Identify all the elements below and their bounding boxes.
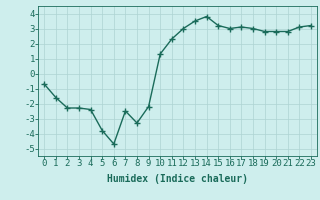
X-axis label: Humidex (Indice chaleur): Humidex (Indice chaleur) bbox=[107, 174, 248, 184]
